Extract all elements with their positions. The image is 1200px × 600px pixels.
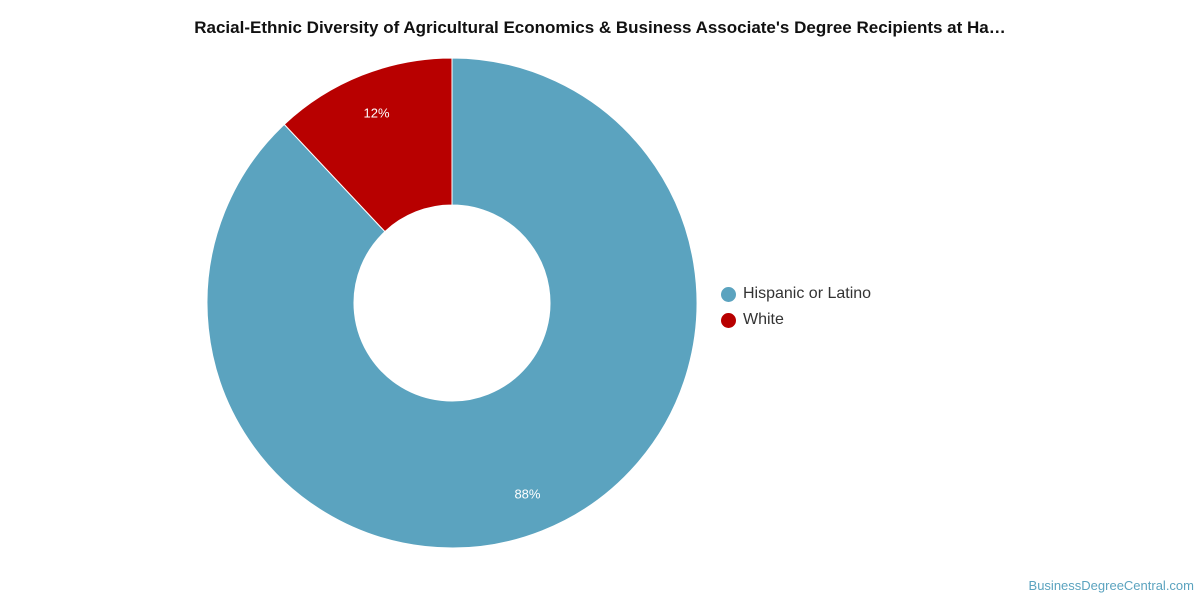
legend-item-white[interactable]: White xyxy=(721,307,871,333)
legend-item-hispanic[interactable]: Hispanic or Latino xyxy=(721,281,871,307)
watermark[interactable]: BusinessDegreeCentral.com xyxy=(1028,578,1194,593)
slice-white[interactable] xyxy=(283,57,453,233)
legend-swatch-icon xyxy=(721,312,736,328)
data-label: 88% xyxy=(514,487,540,502)
legend-label: White xyxy=(743,311,784,328)
chart-title: Racial-Ethnic Diversity of Agricultural … xyxy=(194,18,1006,37)
legend-swatch-icon xyxy=(721,286,736,302)
data-label: 12% xyxy=(364,105,390,120)
slice-hispanic-or-latino[interactable] xyxy=(206,57,698,549)
legend-label: Hispanic or Latino xyxy=(743,285,872,302)
legend: Hispanic or Latino White xyxy=(721,281,871,333)
